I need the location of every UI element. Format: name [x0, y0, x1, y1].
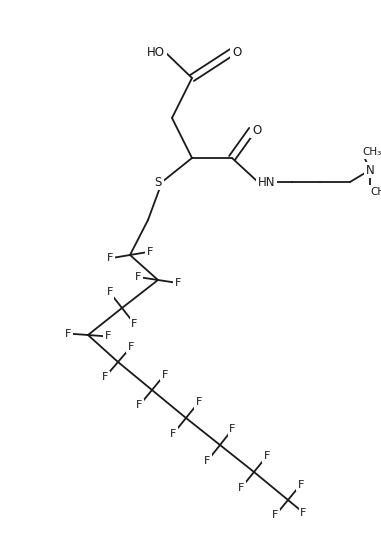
Text: F: F: [102, 372, 108, 382]
Text: F: F: [106, 287, 113, 297]
Text: F: F: [170, 429, 177, 439]
Text: F: F: [195, 398, 202, 408]
Text: F: F: [162, 370, 168, 380]
Text: F: F: [105, 331, 111, 341]
Text: F: F: [238, 483, 245, 493]
Text: S: S: [155, 176, 162, 188]
Text: F: F: [65, 329, 71, 339]
Text: O: O: [252, 123, 261, 137]
Text: F: F: [174, 278, 181, 288]
Text: F: F: [263, 451, 270, 461]
Text: F: F: [229, 424, 235, 434]
Text: F: F: [300, 508, 307, 518]
Text: HN: HN: [258, 176, 275, 188]
Text: CH₃: CH₃: [362, 147, 381, 157]
Text: HO: HO: [147, 46, 165, 58]
Text: O: O: [232, 46, 241, 58]
Text: F: F: [131, 319, 138, 329]
Text: F: F: [107, 254, 114, 264]
Text: N: N: [366, 163, 375, 176]
Text: F: F: [298, 480, 304, 490]
Text: F: F: [147, 247, 153, 257]
Text: F: F: [135, 272, 141, 282]
Text: CH₃: CH₃: [370, 187, 381, 197]
Text: F: F: [128, 342, 134, 352]
Text: F: F: [272, 510, 279, 520]
Text: F: F: [136, 400, 142, 410]
Text: F: F: [204, 456, 211, 466]
